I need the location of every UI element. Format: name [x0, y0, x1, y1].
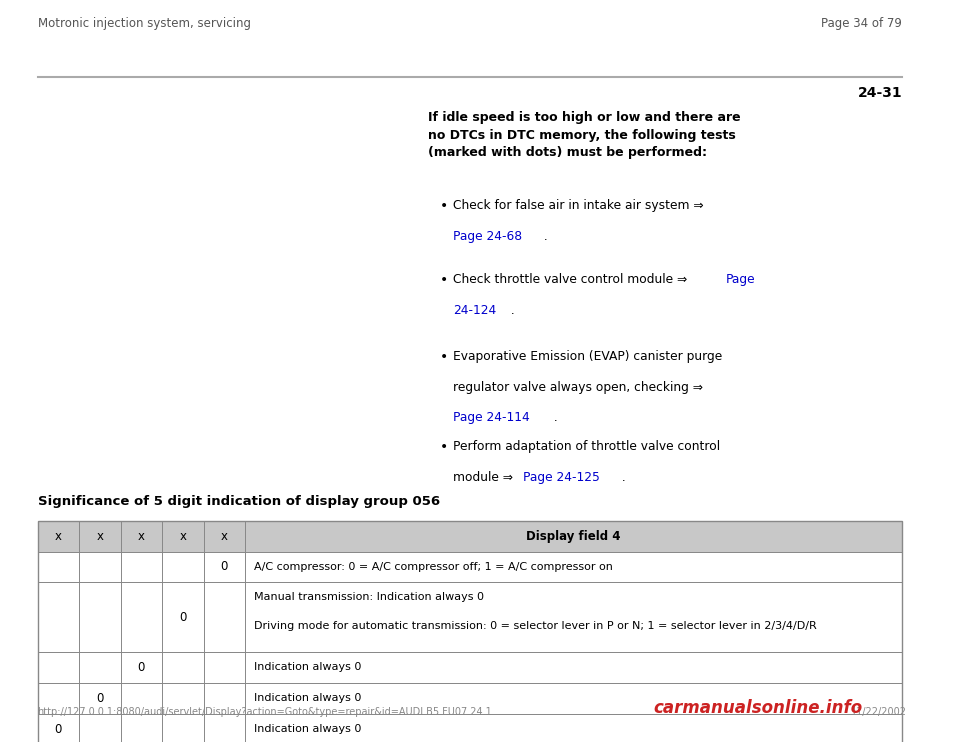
Text: Page 34 of 79: Page 34 of 79	[822, 17, 902, 30]
Text: Page 24-125: Page 24-125	[522, 471, 599, 484]
Bar	[37, 683, 902, 714]
Text: Indication always 0: Indication always 0	[254, 693, 362, 703]
Text: .: .	[550, 412, 558, 424]
Text: 0: 0	[55, 723, 62, 735]
Text: x: x	[138, 530, 145, 542]
Text: x: x	[180, 530, 186, 542]
Text: 0: 0	[180, 611, 186, 624]
Text: 11/22/2002: 11/22/2002	[851, 707, 907, 718]
Text: •: •	[440, 349, 448, 364]
Text: 24-31: 24-31	[857, 86, 902, 100]
Text: x: x	[55, 530, 61, 542]
Text: Check for false air in intake air system ⇒: Check for false air in intake air system…	[453, 200, 704, 212]
Text: 0: 0	[96, 692, 104, 705]
Text: •: •	[440, 273, 448, 287]
Text: Significance of 5 digit indication of display group 056: Significance of 5 digit indication of di…	[37, 495, 440, 508]
Text: .: .	[508, 303, 516, 317]
Text: 0: 0	[137, 661, 145, 674]
Text: carmanualsonline.info: carmanualsonline.info	[653, 699, 862, 718]
Text: .: .	[618, 471, 626, 484]
Text: Indication always 0: Indication always 0	[254, 724, 362, 734]
Text: Page: Page	[726, 273, 756, 286]
Text: 0: 0	[221, 560, 228, 574]
Bar	[37, 551, 902, 582]
Text: Page 24-68: Page 24-68	[453, 230, 522, 243]
Text: Perform adaptation of throttle valve control: Perform adaptation of throttle valve con…	[453, 440, 720, 453]
Text: 24-124: 24-124	[453, 303, 496, 317]
Bar	[37, 521, 902, 551]
Text: Page 24-114: Page 24-114	[453, 412, 530, 424]
Text: .: .	[540, 230, 548, 243]
Text: Evaporative Emission (EVAP) canister purge: Evaporative Emission (EVAP) canister pur…	[453, 349, 722, 363]
Text: Display field 4: Display field 4	[526, 530, 621, 542]
Text: Driving mode for automatic transmission: 0 = selector lever in P or N; 1 = selec: Driving mode for automatic transmission:…	[254, 621, 817, 631]
Text: regulator valve always open, checking ⇒: regulator valve always open, checking ⇒	[453, 381, 703, 394]
Text: x: x	[221, 530, 228, 542]
Text: A/C compressor: 0 = A/C compressor off; 1 = A/C compressor on: A/C compressor: 0 = A/C compressor off; …	[254, 562, 613, 572]
Text: Check throttle valve control module ⇒: Check throttle valve control module ⇒	[453, 273, 691, 286]
Text: module ⇒: module ⇒	[453, 471, 516, 484]
Bar	[37, 714, 902, 742]
Text: •: •	[440, 440, 448, 454]
Text: x: x	[96, 530, 104, 542]
Text: Indication always 0: Indication always 0	[254, 663, 362, 672]
Text: If idle speed is too high or low and there are
no DTCs in DTC memory, the follow: If idle speed is too high or low and the…	[427, 111, 740, 160]
Text: Motronic injection system, servicing: Motronic injection system, servicing	[37, 17, 251, 30]
Bar	[37, 582, 902, 652]
Bar	[37, 521, 902, 742]
Bar	[37, 652, 902, 683]
Text: http://127.0.0.1:8080/audi/servlet/Display?action=Goto&type=repair&id=AUDI.B5.FU: http://127.0.0.1:8080/audi/servlet/Displ…	[37, 707, 492, 718]
Text: •: •	[440, 200, 448, 214]
Text: Manual transmission: Indication always 0: Manual transmission: Indication always 0	[254, 592, 485, 602]
